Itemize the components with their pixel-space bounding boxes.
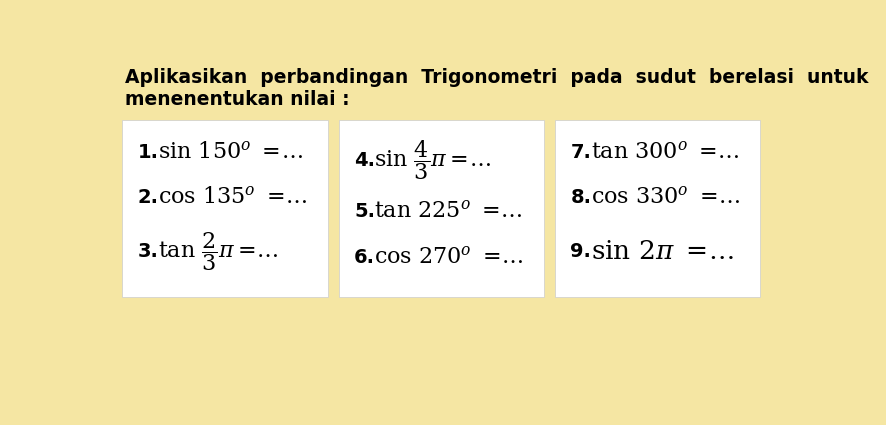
Text: 8.: 8. xyxy=(570,188,591,207)
Text: $\mathrm{sin}\ 150^{o}\ =\!\ldots$: $\mathrm{sin}\ 150^{o}\ =\!\ldots$ xyxy=(158,142,303,164)
FancyBboxPatch shape xyxy=(555,120,759,298)
Text: $\mathrm{tan}\ \dfrac{2}{3}\pi =\!\ldots$: $\mathrm{tan}\ \dfrac{2}{3}\pi =\!\ldots… xyxy=(158,230,278,273)
Text: $\mathrm{tan}\ 300^{o}\ =\!\ldots$: $\mathrm{tan}\ 300^{o}\ =\!\ldots$ xyxy=(590,142,738,164)
Text: $\mathrm{cos}\ 270^{o}\ =\!\ldots$: $\mathrm{cos}\ 270^{o}\ =\!\ldots$ xyxy=(374,246,524,268)
FancyBboxPatch shape xyxy=(122,120,328,298)
Text: 4.: 4. xyxy=(354,151,375,170)
Text: 9.: 9. xyxy=(570,242,591,261)
Text: 2.: 2. xyxy=(138,188,159,207)
Text: $\mathrm{tan}\ 225^{o}\ =\!\ldots$: $\mathrm{tan}\ 225^{o}\ =\!\ldots$ xyxy=(374,200,523,222)
Text: $\mathrm{sin}\ 2\pi\ =\!\ldots$: $\mathrm{sin}\ 2\pi\ =\!\ldots$ xyxy=(590,239,733,264)
FancyBboxPatch shape xyxy=(338,120,543,298)
Text: Aplikasikan  perbandingan  Trigonometri  pada  sudut  berelasi  untuk: Aplikasikan perbandingan Trigonometri pa… xyxy=(125,68,867,87)
Text: 6.: 6. xyxy=(354,248,375,267)
Text: 5.: 5. xyxy=(354,201,375,221)
Text: menenentukan nilai :: menenentukan nilai : xyxy=(125,90,349,108)
Text: 7.: 7. xyxy=(570,143,591,162)
Text: $\mathrm{cos}\ 330^{o}\ =\!\ldots$: $\mathrm{cos}\ 330^{o}\ =\!\ldots$ xyxy=(590,186,739,208)
Text: $\mathrm{cos}\ 135^{o}\ =\!\ldots$: $\mathrm{cos}\ 135^{o}\ =\!\ldots$ xyxy=(158,186,307,208)
Text: $\mathrm{sin}\ \dfrac{4}{3}\pi =\!\ldots$: $\mathrm{sin}\ \dfrac{4}{3}\pi =\!\ldots… xyxy=(374,139,491,182)
Text: 3.: 3. xyxy=(138,242,159,261)
Text: 1.: 1. xyxy=(138,143,159,162)
